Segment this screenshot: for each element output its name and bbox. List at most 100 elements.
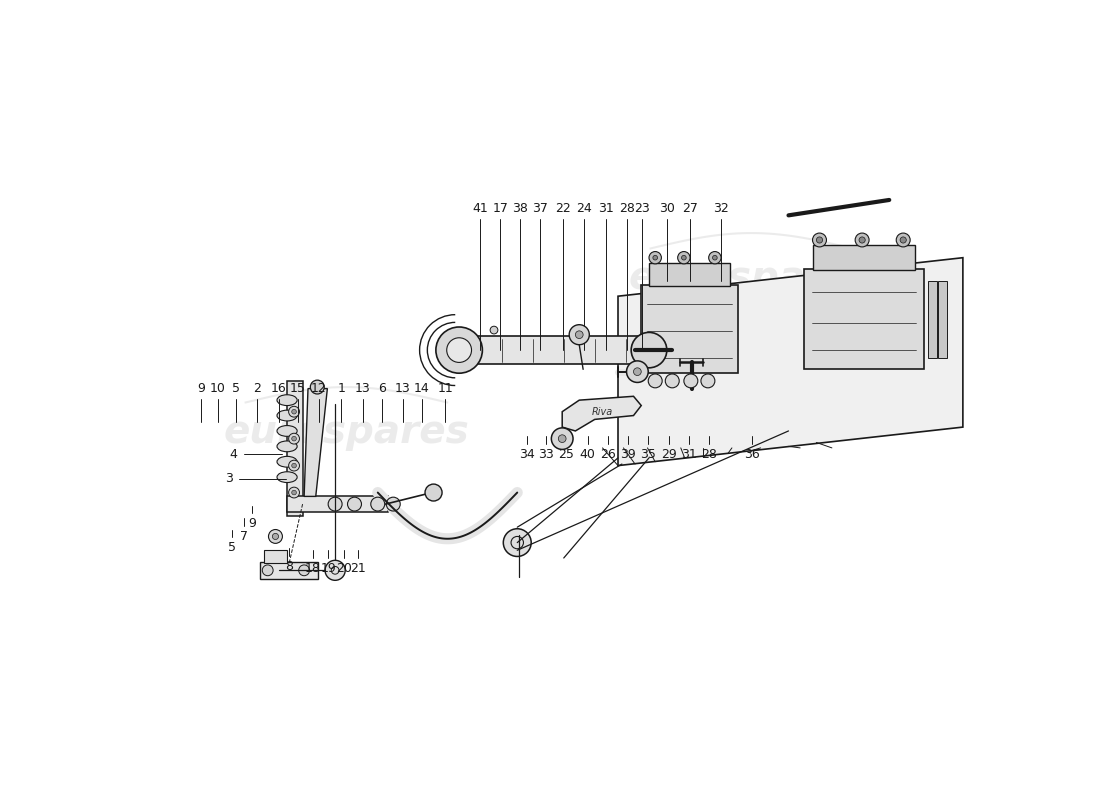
- Text: 29: 29: [661, 448, 676, 461]
- Circle shape: [896, 233, 910, 247]
- Polygon shape: [562, 396, 641, 431]
- Ellipse shape: [277, 456, 297, 467]
- Text: 37: 37: [531, 202, 548, 215]
- Circle shape: [569, 325, 590, 345]
- Text: 8: 8: [285, 559, 294, 573]
- Circle shape: [310, 380, 324, 394]
- Circle shape: [288, 487, 299, 498]
- Bar: [641, 285, 738, 373]
- Text: 5: 5: [228, 541, 236, 554]
- Circle shape: [292, 410, 296, 414]
- Circle shape: [273, 534, 278, 539]
- Text: 19: 19: [320, 562, 336, 575]
- Polygon shape: [304, 389, 328, 496]
- Circle shape: [701, 374, 715, 388]
- Text: 40: 40: [580, 448, 596, 461]
- Bar: [813, 245, 915, 270]
- Circle shape: [268, 530, 283, 543]
- Text: 11: 11: [438, 382, 453, 394]
- Text: 22: 22: [556, 202, 571, 215]
- Ellipse shape: [277, 410, 297, 421]
- Circle shape: [684, 374, 697, 388]
- Circle shape: [292, 490, 296, 495]
- Circle shape: [551, 428, 573, 450]
- Circle shape: [666, 374, 679, 388]
- Polygon shape: [618, 258, 962, 466]
- Text: 39: 39: [620, 448, 636, 461]
- Text: 17: 17: [493, 202, 508, 215]
- Text: 33: 33: [538, 448, 553, 461]
- Circle shape: [678, 251, 690, 264]
- Bar: [928, 281, 937, 358]
- Bar: [804, 270, 924, 370]
- Ellipse shape: [277, 426, 297, 436]
- Circle shape: [292, 463, 296, 468]
- Text: 16: 16: [271, 382, 286, 394]
- Text: 15: 15: [290, 382, 306, 394]
- Ellipse shape: [277, 472, 297, 482]
- Text: 24: 24: [576, 202, 592, 215]
- Text: eurospares: eurospares: [223, 413, 470, 450]
- Text: 31: 31: [597, 202, 614, 215]
- Text: 38: 38: [513, 202, 528, 215]
- Circle shape: [288, 434, 299, 444]
- Circle shape: [447, 338, 472, 362]
- Text: 30: 30: [659, 202, 674, 215]
- Text: 41: 41: [472, 202, 488, 215]
- Circle shape: [813, 233, 826, 247]
- Text: 10: 10: [210, 382, 225, 394]
- Text: 23: 23: [635, 202, 650, 215]
- Circle shape: [575, 331, 583, 338]
- Text: 21: 21: [351, 562, 366, 575]
- Circle shape: [713, 255, 717, 260]
- Circle shape: [648, 374, 662, 388]
- Circle shape: [631, 332, 667, 368]
- Circle shape: [682, 255, 686, 260]
- Circle shape: [816, 237, 823, 243]
- Ellipse shape: [277, 441, 297, 452]
- Text: 1: 1: [338, 382, 345, 394]
- Text: 18: 18: [305, 562, 320, 575]
- Text: 12: 12: [311, 382, 327, 394]
- Bar: [649, 263, 730, 286]
- Circle shape: [299, 565, 309, 576]
- Circle shape: [371, 497, 385, 511]
- Ellipse shape: [277, 394, 297, 406]
- Text: 31: 31: [681, 448, 696, 461]
- Text: 27: 27: [682, 202, 698, 215]
- Circle shape: [649, 251, 661, 264]
- Circle shape: [292, 436, 296, 441]
- Circle shape: [491, 326, 498, 334]
- Text: 6: 6: [377, 382, 386, 394]
- Text: 13: 13: [355, 382, 371, 394]
- Text: 28: 28: [619, 202, 635, 215]
- Text: 28: 28: [701, 448, 716, 461]
- Text: 25: 25: [558, 448, 574, 461]
- Circle shape: [262, 565, 273, 576]
- Circle shape: [855, 233, 869, 247]
- Circle shape: [436, 327, 483, 373]
- Text: 7: 7: [240, 530, 248, 542]
- Circle shape: [859, 237, 866, 243]
- Bar: [459, 336, 649, 364]
- Circle shape: [288, 460, 299, 471]
- Circle shape: [708, 251, 722, 264]
- Bar: [260, 562, 318, 578]
- Circle shape: [627, 361, 648, 382]
- Text: eurospares: eurospares: [628, 258, 874, 297]
- Text: 3: 3: [224, 472, 233, 485]
- Text: 14: 14: [414, 382, 430, 394]
- Circle shape: [288, 406, 299, 417]
- Circle shape: [326, 560, 345, 580]
- Text: 36: 36: [745, 448, 760, 461]
- Bar: [287, 496, 388, 512]
- Circle shape: [504, 529, 531, 557]
- Circle shape: [559, 434, 566, 442]
- Text: 20: 20: [336, 562, 352, 575]
- Text: 13: 13: [395, 382, 410, 394]
- Bar: [264, 550, 287, 563]
- Text: 9: 9: [249, 517, 256, 530]
- Bar: [938, 281, 947, 358]
- Text: 32: 32: [713, 202, 729, 215]
- Text: 35: 35: [640, 448, 657, 461]
